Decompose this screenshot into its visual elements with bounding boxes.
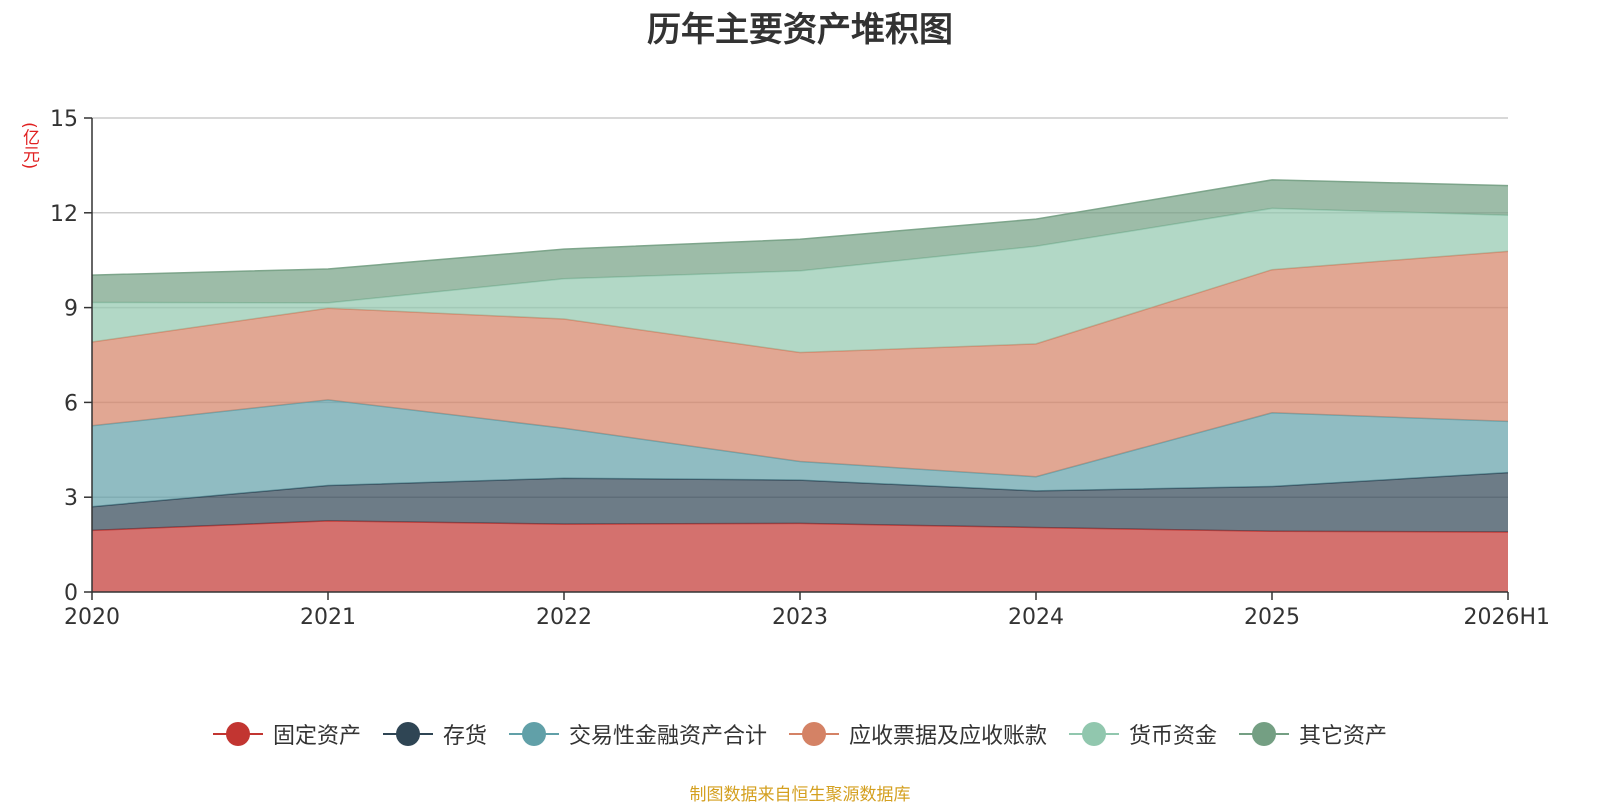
area-series-1: [92, 472, 1508, 532]
x-tick-label: 2021: [300, 605, 356, 630]
axes: 0 3 6 9 12 15 2020 2021 2022 2023 2024 2025 2026H1: [50, 107, 1550, 630]
x-tick-label: 2025: [1244, 605, 1300, 630]
x-tick-label: 2022: [536, 605, 592, 630]
area-series-3: [92, 251, 1508, 477]
x-tick-label: 2020: [64, 605, 120, 630]
area-series: [91, 179, 1509, 592]
area-series-2: [92, 399, 1508, 507]
x-tick-label: 2026H1: [1463, 605, 1550, 630]
legend-label: 货币资金: [1129, 724, 1218, 749]
y-tick-label: 15: [50, 107, 78, 132]
legend-label: 交易性金融资产合计: [568, 724, 767, 749]
legend-item-5[interactable]: 其它资产: [1239, 718, 1387, 750]
legend-item-3[interactable]: 应收票据及应收账款: [789, 718, 1047, 750]
legend-marker-icon: [1239, 721, 1290, 747]
y-tick-label: 9: [64, 297, 78, 322]
y-axis-unit-label: (亿元): [19, 122, 39, 170]
y-tick-label: 12: [50, 202, 78, 227]
legend-item-0[interactable]: 固定资产: [212, 718, 361, 750]
legend-marker-icon: [789, 721, 839, 747]
legend-label: 存货: [442, 724, 487, 749]
legend-label: 固定资产: [272, 724, 361, 749]
legend-item-4[interactable]: 货币资金: [1069, 718, 1217, 750]
legend-item-2[interactable]: 交易性金融资产合计: [508, 718, 767, 750]
area-series-0: [92, 520, 1508, 592]
chart-legend: 固定资产 存货 交易性金融资产合计 应收票据及应收账款 货币资金 其它资产: [0, 718, 1600, 750]
y-tick-label: 3: [64, 486, 78, 511]
legend-marker-icon: [382, 721, 433, 747]
area-series-edge-5: [91, 179, 1509, 276]
data-source-note: 制图数据来自恒生聚源数据库: [689, 785, 911, 805]
x-tick-label: 2023: [772, 605, 828, 630]
legend-item-1[interactable]: 存货: [382, 718, 487, 750]
area-series-5: [92, 179, 1508, 303]
legend-marker-icon: [508, 721, 559, 747]
legend-label: 应收票据及应收账款: [849, 724, 1048, 749]
x-tick-label: 2024: [1008, 605, 1064, 630]
legend-label: 其它资产: [1299, 724, 1388, 749]
legend-marker-icon: [212, 721, 263, 747]
area-series-4: [92, 208, 1508, 353]
y-tick-label: 6: [64, 391, 78, 416]
legend-marker-icon: [1069, 721, 1120, 747]
y-tick-label: 0: [64, 581, 78, 606]
chart-title: 历年主要资产堆积图: [647, 10, 953, 50]
